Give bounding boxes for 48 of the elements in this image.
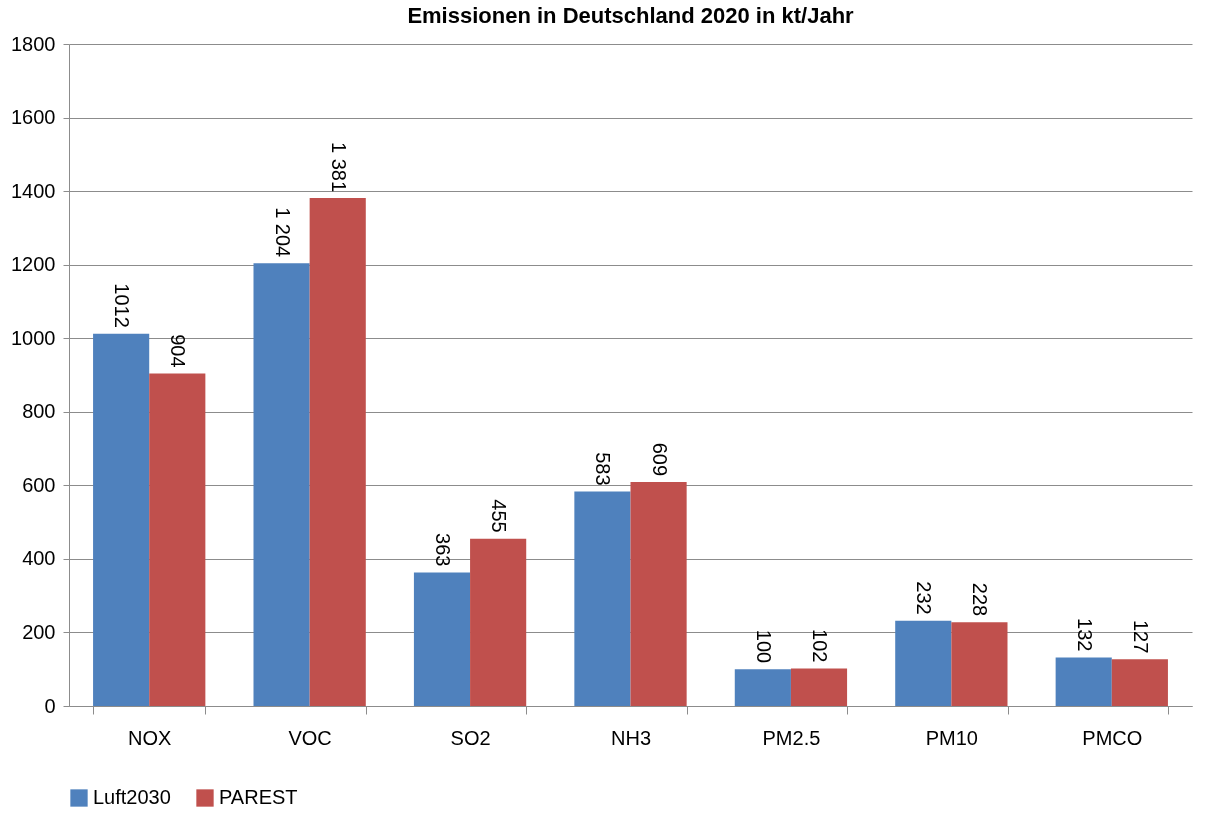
x-tick-label: SO2 <box>450 726 491 749</box>
y-tick-label: 600 <box>22 473 56 496</box>
bar <box>574 491 631 706</box>
bar <box>1055 657 1112 706</box>
bar <box>470 538 527 706</box>
y-tick-label: 200 <box>22 620 56 643</box>
data-label: 1 204 <box>271 207 294 258</box>
x-tick-label: NOX <box>128 726 172 749</box>
data-label: 100 <box>752 629 775 664</box>
chart-title: Emissionen in Deutschland 2020 in kt/Jahr <box>407 3 855 28</box>
bar <box>734 669 791 706</box>
bar <box>93 333 150 706</box>
y-tick-label: 1400 <box>11 179 56 202</box>
data-label: 228 <box>969 582 992 617</box>
bar <box>895 620 952 706</box>
data-label: 904 <box>167 334 190 368</box>
data-label: 455 <box>488 499 511 533</box>
y-tick-label: 1800 <box>11 32 56 55</box>
bar <box>413 572 471 706</box>
y-tick-label: 1000 <box>11 326 56 349</box>
x-tick-label: PM2.5 <box>762 726 821 749</box>
y-tick-label: 1200 <box>11 253 56 276</box>
data-label: 583 <box>592 452 615 486</box>
data-label: 127 <box>1129 619 1152 654</box>
x-tick-label: VOC <box>288 726 332 749</box>
data-label: 1012 <box>111 283 134 328</box>
x-tick-label: PM10 <box>925 726 978 749</box>
bar <box>149 373 206 706</box>
bar <box>253 263 310 706</box>
data-label: 1 381 <box>327 142 350 193</box>
legend-label: PAREST <box>219 786 298 808</box>
y-tick-label: 800 <box>22 400 56 423</box>
bar <box>630 482 687 706</box>
y-tick-label: 0 <box>44 694 56 717</box>
bar <box>1111 659 1168 706</box>
data-label: 232 <box>913 581 936 615</box>
y-tick-label: 400 <box>22 547 56 570</box>
y-tick-label: 1600 <box>11 106 56 129</box>
x-tick-label: NH3 <box>610 726 652 749</box>
bar <box>790 668 848 706</box>
data-label: 363 <box>432 533 454 567</box>
data-label: 102 <box>809 629 831 663</box>
x-tick-label: PMCO <box>1082 726 1143 749</box>
bar <box>951 622 1008 706</box>
bar <box>309 198 366 706</box>
data-label: 609 <box>648 442 671 477</box>
legend-label: Luft2030 <box>93 786 171 808</box>
data-label: 132 <box>1073 618 1096 652</box>
